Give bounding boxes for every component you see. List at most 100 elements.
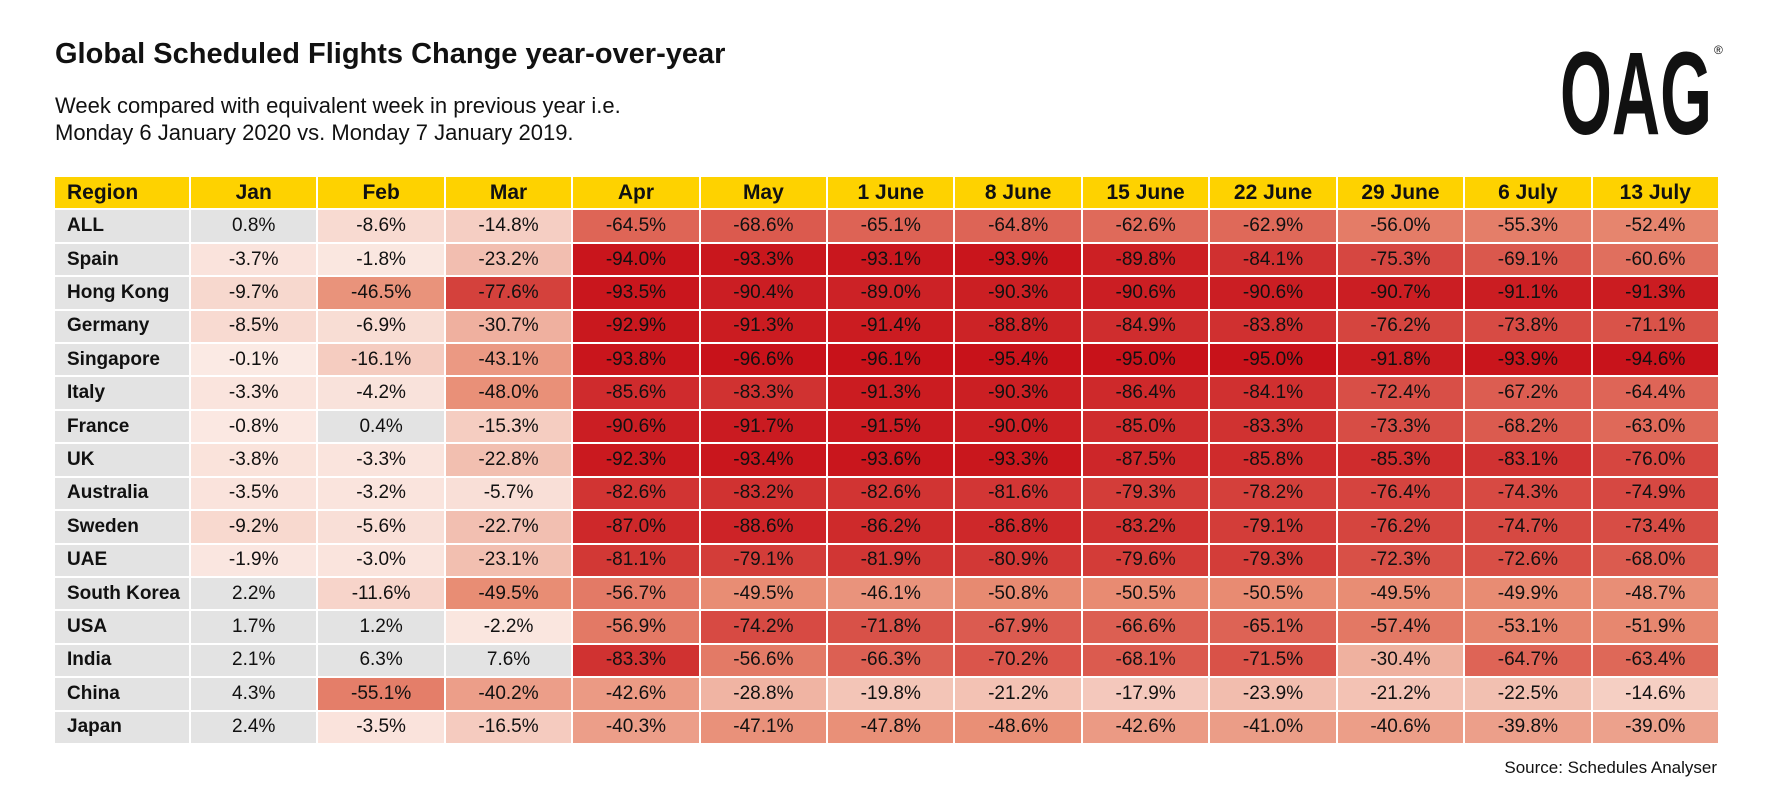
heat-cell: -22.8%	[445, 444, 572, 476]
heat-cell: -23.2%	[445, 243, 572, 276]
heat-cell: -3.7%	[191, 243, 317, 276]
heat-cell: -93.6%	[828, 444, 954, 476]
heat-cell: -8.6%	[318, 210, 444, 242]
heat-cell: -49.9%	[1465, 577, 1591, 610]
heat-cell: -65.1%	[1210, 611, 1336, 643]
heat-cell: -62.6%	[1082, 210, 1209, 242]
heat-cell: -90.4%	[700, 277, 827, 309]
heat-cell: -70.2%	[955, 644, 1081, 677]
column-header: 1 June	[828, 177, 954, 209]
heat-cell: -93.1%	[828, 243, 954, 276]
heat-cell: -8.5%	[191, 310, 317, 343]
heat-cell: -14.8%	[445, 210, 572, 242]
heat-cell: -93.9%	[955, 243, 1081, 276]
heat-cell: -85.6%	[573, 377, 699, 409]
heat-cell: -4.2%	[318, 377, 444, 409]
heat-cell: -57.4%	[1337, 611, 1464, 643]
column-header: 6 July	[1465, 177, 1591, 209]
heat-cell: -79.1%	[1210, 511, 1336, 543]
heat-cell: -60.6%	[1592, 243, 1718, 276]
heat-cell: -56.7%	[573, 577, 699, 610]
heat-cell: -55.3%	[1465, 210, 1591, 242]
heat-cell: -64.4%	[1592, 377, 1718, 409]
heat-cell: -40.2%	[445, 678, 572, 710]
heat-cell: -30.7%	[445, 310, 572, 343]
heat-cell: -22.5%	[1465, 678, 1591, 710]
heat-cell: -91.8%	[1337, 344, 1464, 376]
heat-cell: -84.1%	[1210, 377, 1336, 409]
heat-cell: -30.4%	[1337, 644, 1464, 677]
column-header: May	[700, 177, 827, 209]
heat-cell: -9.2%	[191, 511, 317, 543]
heat-cell: -79.6%	[1082, 544, 1209, 576]
heat-cell: -72.3%	[1337, 544, 1464, 576]
heat-cell: -46.1%	[828, 577, 954, 610]
heat-cell: 1.2%	[318, 611, 444, 643]
subtitle: Monday 6 January 2020 vs. Monday 7 Janua…	[55, 120, 574, 145]
heat-cell: -3.3%	[191, 377, 317, 409]
heat-cell: 2.2%	[191, 577, 317, 610]
heat-cell: -94.6%	[1592, 344, 1718, 376]
heat-cell: -49.5%	[700, 577, 827, 610]
title: Global Scheduled Flights Change year-ove…	[55, 38, 726, 70]
heat-cell: -40.3%	[573, 711, 699, 743]
heat-cell: -74.7%	[1465, 511, 1591, 543]
heat-cell: -86.8%	[955, 511, 1081, 543]
heat-cell: -0.8%	[191, 410, 317, 443]
column-header: 13 July	[1592, 177, 1718, 209]
column-header: 22 June	[1210, 177, 1336, 209]
heat-cell: -79.1%	[700, 544, 827, 576]
heat-cell: -76.2%	[1337, 310, 1464, 343]
row-label: USA	[55, 611, 189, 643]
heat-cell: -5.7%	[445, 477, 572, 510]
heat-cell: -23.9%	[1210, 678, 1336, 710]
heat-cell: -40.6%	[1337, 711, 1464, 743]
heat-cell: -96.6%	[700, 344, 827, 376]
row-label: Spain	[55, 243, 189, 276]
heat-cell: -95.0%	[1210, 344, 1336, 376]
heat-cell: -81.1%	[573, 544, 699, 576]
heat-cell: -3.0%	[318, 544, 444, 576]
heat-cell: -15.3%	[445, 410, 572, 443]
heat-cell: -74.3%	[1465, 477, 1591, 510]
heat-cell: 1.7%	[191, 611, 317, 643]
heat-cell: -83.3%	[700, 377, 827, 409]
heat-cell: -50.5%	[1210, 577, 1336, 610]
heat-cell: -90.0%	[955, 410, 1081, 443]
heat-cell: 0.8%	[191, 210, 317, 242]
heat-cell: -56.0%	[1337, 210, 1464, 242]
subtitle: Week compared with equivalent week in pr…	[55, 93, 621, 118]
column-header: Region	[55, 177, 189, 209]
heat-cell: -89.8%	[1082, 243, 1209, 276]
heat-cell: -55.1%	[318, 678, 444, 710]
heat-cell: -64.5%	[573, 210, 699, 242]
row-label: Hong Kong	[55, 277, 189, 309]
heat-cell: -75.3%	[1337, 243, 1464, 276]
heat-cell: -88.8%	[955, 310, 1081, 343]
heat-cell: -21.2%	[1337, 678, 1464, 710]
heat-cell: -84.1%	[1210, 243, 1336, 276]
heat-cell: -64.8%	[955, 210, 1081, 242]
heat-cell: -50.8%	[955, 577, 1081, 610]
heat-cell: -79.3%	[1210, 544, 1336, 576]
heat-cell: -74.9%	[1592, 477, 1718, 510]
heat-cell: -39.8%	[1465, 711, 1591, 743]
heat-cell: -93.3%	[955, 444, 1081, 476]
heat-cell: -85.8%	[1210, 444, 1336, 476]
heat-cell: -94.0%	[573, 243, 699, 276]
heat-cell: -68.6%	[700, 210, 827, 242]
heat-cell: -3.3%	[318, 444, 444, 476]
heat-cell: -6.9%	[318, 310, 444, 343]
column-header: Jan	[191, 177, 317, 209]
logo: OAG ®	[1560, 30, 1723, 142]
heat-cell: -83.2%	[700, 477, 827, 510]
heat-cell: 2.4%	[191, 711, 317, 743]
heat-cell: -74.2%	[700, 611, 827, 643]
heat-cell: -3.5%	[191, 477, 317, 510]
row-label: India	[55, 644, 189, 677]
heat-cell: -47.8%	[828, 711, 954, 743]
heat-cell: -64.7%	[1465, 644, 1591, 677]
heat-cell: -90.6%	[1082, 277, 1209, 309]
heat-cell: -93.5%	[573, 277, 699, 309]
column-header: 8 June	[955, 177, 1081, 209]
